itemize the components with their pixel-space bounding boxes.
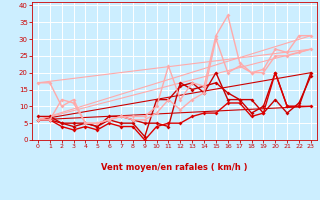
- X-axis label: Vent moyen/en rafales ( km/h ): Vent moyen/en rafales ( km/h ): [101, 163, 248, 172]
